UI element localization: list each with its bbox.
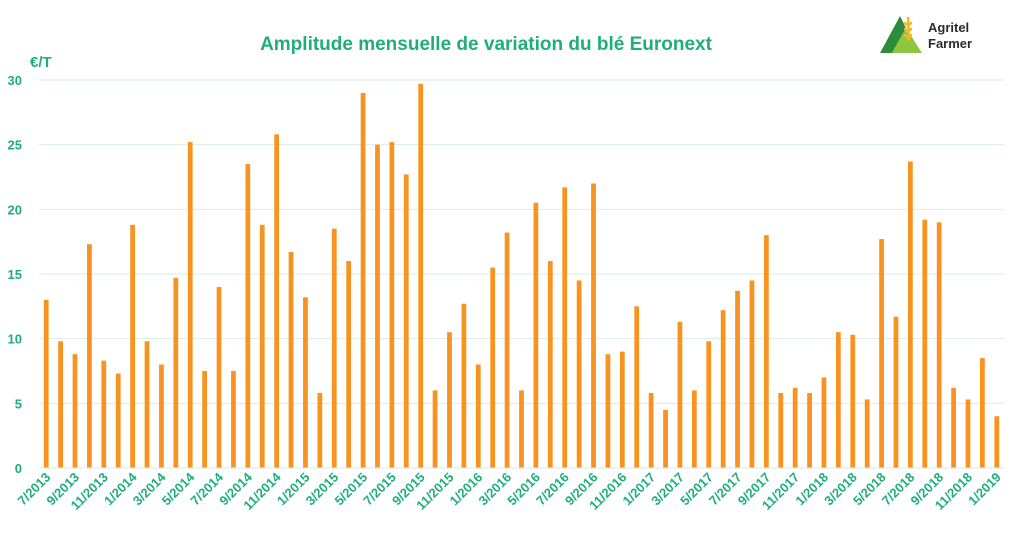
bar xyxy=(634,306,640,468)
bar xyxy=(360,92,366,468)
bar xyxy=(850,334,856,468)
bar xyxy=(432,390,438,468)
bar xyxy=(504,232,510,468)
bar xyxy=(259,224,265,468)
bar xyxy=(202,371,208,468)
bar xyxy=(864,399,870,468)
y-tick-label: 15 xyxy=(8,267,22,282)
bar xyxy=(677,321,683,468)
bar xyxy=(533,202,539,468)
bar xyxy=(835,332,841,468)
bar xyxy=(245,164,251,469)
bar xyxy=(389,142,395,468)
bar xyxy=(893,316,899,468)
bar xyxy=(331,228,337,468)
bar xyxy=(375,144,380,468)
bar xyxy=(749,280,755,468)
bar xyxy=(130,224,135,468)
y-tick-label: 20 xyxy=(8,202,22,217)
bar xyxy=(317,392,323,468)
bar xyxy=(288,252,294,468)
bar xyxy=(216,286,222,468)
x-axis-ticks: 7/20139/201311/20131/20143/20145/20147/2… xyxy=(15,469,1004,513)
bar xyxy=(994,416,1000,468)
bar xyxy=(447,332,452,468)
bar xyxy=(519,390,524,468)
wheat-logo-icon xyxy=(880,16,922,53)
bar xyxy=(922,219,928,468)
bar xyxy=(879,239,884,468)
bar xyxy=(547,261,553,468)
bar xyxy=(792,387,798,468)
bar xyxy=(807,392,812,468)
bar xyxy=(159,364,164,468)
y-tick-label: 25 xyxy=(8,138,22,153)
bar xyxy=(965,399,971,468)
bar xyxy=(619,351,625,468)
bar xyxy=(173,277,179,468)
bar xyxy=(562,187,568,468)
bar xyxy=(475,364,481,468)
y-tick-label: 5 xyxy=(15,396,22,411)
bar xyxy=(936,222,942,468)
bar xyxy=(144,341,150,468)
x-tick-label: 1/2019 xyxy=(965,470,1004,509)
grid-lines xyxy=(39,79,1004,404)
bar xyxy=(231,371,236,468)
chart-title: Amplitude mensuelle de variation du blé … xyxy=(260,34,713,55)
logo-triangle-dark xyxy=(880,16,906,53)
bar xyxy=(418,83,424,468)
bar xyxy=(115,373,121,468)
bar xyxy=(187,142,193,468)
bar xyxy=(591,183,596,468)
bar xyxy=(706,341,712,468)
bar xyxy=(576,280,582,468)
logo-triangle-light xyxy=(892,28,922,53)
y-tick-label: 10 xyxy=(8,332,22,347)
bar xyxy=(763,235,769,468)
bar xyxy=(72,354,78,468)
bar xyxy=(735,290,740,468)
logo: Agritel Farmer xyxy=(880,16,972,53)
y-tick-label: 0 xyxy=(15,461,22,476)
y-tick-label: 30 xyxy=(8,73,22,88)
bar xyxy=(691,390,697,468)
bar xyxy=(980,358,985,468)
logo-text-line1: Agritel xyxy=(928,20,969,35)
bar xyxy=(58,341,63,468)
bar xyxy=(346,261,352,468)
bar xyxy=(43,299,49,468)
bar xyxy=(663,409,668,468)
bar xyxy=(720,310,726,468)
bar xyxy=(403,174,409,468)
bar xyxy=(778,392,784,468)
bar xyxy=(821,377,827,468)
bar xyxy=(490,267,496,468)
y-axis-unit-label: €/T xyxy=(30,54,52,71)
logo-wheat-stem xyxy=(903,16,913,42)
bar-series xyxy=(43,83,1000,469)
bar xyxy=(951,387,956,468)
bar xyxy=(605,354,611,468)
bar xyxy=(303,297,308,468)
bar xyxy=(87,244,92,468)
logo-text-line2: Farmer xyxy=(928,36,972,51)
bar xyxy=(101,360,107,468)
bar xyxy=(648,392,654,468)
bar xyxy=(908,161,913,469)
bar xyxy=(461,303,467,468)
bar xyxy=(274,134,280,468)
y-axis-ticks: 0 5 10 15 20 25 30 xyxy=(8,73,22,476)
